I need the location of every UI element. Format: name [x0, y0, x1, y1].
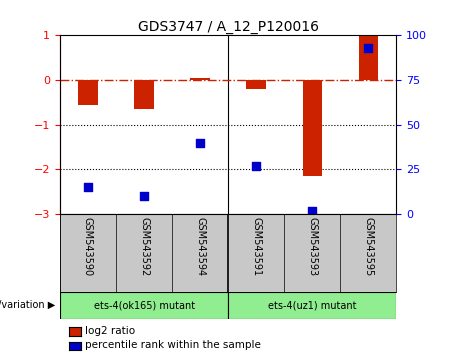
Bar [190, 78, 210, 80]
Bar [228, 292, 396, 319]
Text: log2 ratio: log2 ratio [85, 326, 136, 336]
Bar [302, 80, 322, 176]
Text: GSM543593: GSM543593 [307, 217, 317, 276]
Bar [134, 80, 154, 109]
Text: percentile rank within the sample: percentile rank within the sample [85, 340, 261, 350]
Point [84, 184, 92, 190]
Text: GSM543592: GSM543592 [139, 217, 149, 276]
Point [309, 208, 316, 213]
Title: GDS3747 / A_12_P120016: GDS3747 / A_12_P120016 [138, 21, 319, 34]
Bar [247, 80, 266, 89]
Bar [60, 292, 228, 319]
Text: ets-4(ok165) mutant: ets-4(ok165) mutant [94, 300, 195, 310]
Text: GSM543594: GSM543594 [195, 217, 205, 276]
Point [365, 45, 372, 51]
Bar [359, 35, 378, 80]
Point [253, 163, 260, 169]
Text: GSM543595: GSM543595 [363, 217, 373, 276]
Point [140, 193, 148, 199]
Text: ets-4(uz1) mutant: ets-4(uz1) mutant [268, 300, 356, 310]
Text: GSM543590: GSM543590 [83, 217, 93, 276]
Text: genotype/variation ▶: genotype/variation ▶ [0, 300, 55, 310]
Point [196, 140, 204, 145]
Bar [78, 80, 98, 105]
Text: GSM543591: GSM543591 [251, 217, 261, 276]
